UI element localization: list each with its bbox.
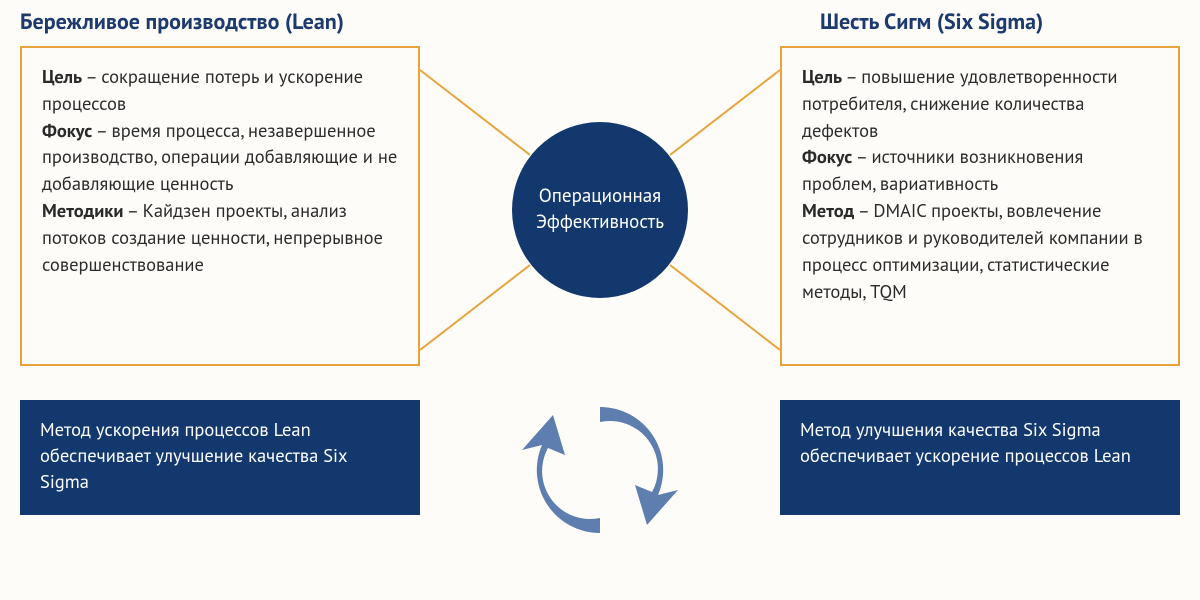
lean-box: Цель – сокращение потерь и ускорение про… [20,46,420,366]
lean-goal-label: Цель [42,65,82,89]
center-line1: Операционная [539,184,661,208]
ss-focus-label: Фокус [802,145,852,169]
ss-goal-label: Цель [802,65,842,89]
lean-method-label: Методики [42,199,123,223]
lean-focus-label: Фокус [42,119,92,143]
cycle-arrows-icon [500,370,700,575]
center-line2: Эффективность [536,210,664,234]
lean-summary-panel: Метод ускорения процессов Lean обеспечив… [20,400,420,515]
center-circle: Операционная Эффективность [512,122,688,298]
sixsigma-heading: Шесть Сигм (Six Sigma) [820,8,1043,36]
lean-goal-text: – сокращение потерь и ускорение процессо… [42,65,363,116]
lean-focus-text: – время процесса, незавершенное производ… [42,119,397,197]
ss-goal-text: – повышение удовлетворенности потребител… [802,65,1117,143]
ss-method-label: Метод [802,199,854,223]
sixsigma-summary-panel: Метод улучшения качества Six Sigma обесп… [780,400,1180,515]
sixsigma-box: Цель – повышение удовлетворенности потре… [780,46,1180,366]
ss-method-text: – DMAIC проекты, вовлечение сотрудников … [802,199,1143,303]
lean-heading: Бережливое производство (Lean) [20,8,344,36]
